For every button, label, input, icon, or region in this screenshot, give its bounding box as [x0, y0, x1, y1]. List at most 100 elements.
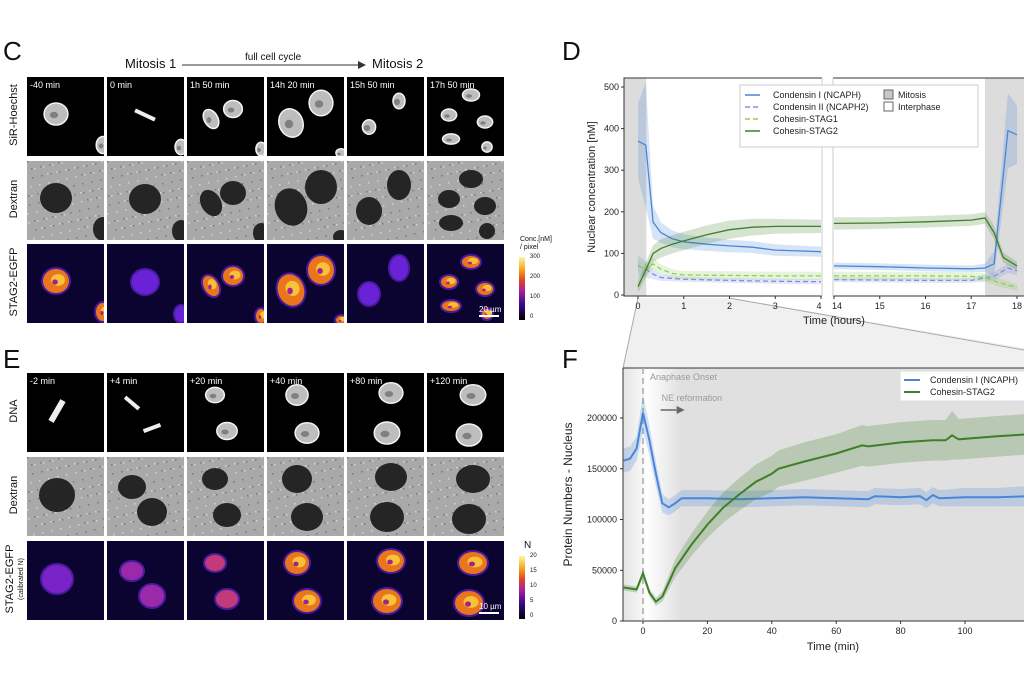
timepoint-label: 17h 50 min — [430, 80, 475, 90]
micrograph-c-r2-c2 — [107, 161, 184, 240]
colorbar-tick: 300 — [530, 254, 541, 260]
series-line-condensin-i-ncaph- — [637, 140, 822, 253]
micrograph-e-r3-c4 — [267, 541, 344, 620]
y-tick-label: 150000 — [587, 464, 617, 474]
legend-swatch — [883, 101, 894, 112]
series-line-cohesin-stag1 — [637, 262, 821, 277]
micrograph-e-r3-c1 — [27, 541, 104, 620]
x-tick-label: 17 — [966, 301, 976, 311]
colorbar-tick: 20 — [530, 553, 537, 559]
legend-entry: Cohesin-STAG2 — [930, 387, 995, 397]
band-0 — [638, 82, 821, 257]
band-3 — [638, 218, 821, 293]
x-tick-label: 14 — [832, 301, 842, 311]
micrograph-c-r3-c2 — [107, 244, 184, 323]
timepoint-label: +4 min — [110, 376, 137, 386]
micrograph-e-r2-c1 — [27, 457, 104, 536]
micrograph-e-r3-c5 — [347, 541, 424, 620]
y-axis-label: Protein Numbers - Nucleus — [561, 422, 575, 566]
band-1 — [623, 410, 1024, 606]
cell-cycle-arrow-icon — [182, 61, 366, 69]
micrograph-e-r3-c3 — [187, 541, 264, 620]
annotation-anaphase-onset: Anaphase Onset — [650, 372, 718, 382]
x-tick-label: 20 — [702, 626, 712, 636]
y-tick-label: 200 — [604, 207, 619, 217]
annotation-ne-reformation: NE reformation — [662, 393, 723, 403]
micrograph-e-r1-c3: +20 min — [187, 373, 264, 452]
colorbar-c-title-1: Conc.[nM] — [520, 236, 552, 243]
legend-entry: Condensin II (NCAPH2) — [773, 102, 869, 112]
series-line-condensin-i-ncaph- — [833, 129, 1018, 270]
band-3 — [834, 212, 1017, 270]
legend-entry: Cohesin-STAG2 — [773, 126, 838, 136]
micrograph-e-r1-c4: +40 min — [267, 373, 344, 452]
micrograph-c-r1-c6: 17h 50 min — [427, 77, 504, 156]
timepoint-label: -2 min — [30, 376, 55, 386]
axis-break — [822, 74, 833, 300]
micrograph-e-r2-c5 — [347, 457, 424, 536]
micrograph-c-r2-c4 — [267, 161, 344, 240]
x-tick-label: 18 — [1012, 301, 1022, 311]
micrograph-c-r1-c5: 15h 50 min — [347, 77, 424, 156]
micrograph-c-r3-c5 — [347, 244, 424, 323]
micrograph-e-r2-c3 — [187, 457, 264, 536]
colorbar-tick: 200 — [530, 274, 541, 280]
timepoint-label: +40 min — [270, 376, 302, 386]
colorbar-tick: 15 — [530, 568, 537, 574]
micrograph-c-r3-c4 — [267, 244, 344, 323]
y-tick-label: 0 — [612, 616, 617, 626]
micrograph-c-r1-c4: 14h 20 min — [267, 77, 344, 156]
micrograph-e-r1-c1: -2 min — [27, 373, 104, 452]
series-line-cohesin-stag1 — [834, 275, 1018, 289]
timepoint-label: 14h 20 min — [270, 80, 315, 90]
series-line-cohesin-stag2 — [833, 217, 1018, 267]
header-mitosis-1: Mitosis 1 — [125, 56, 177, 71]
micrograph-c-r3-c3 — [187, 244, 264, 323]
timepoint-label: +120 min — [430, 376, 467, 386]
colorbar-e — [519, 556, 525, 619]
series-line-condensin-ii-ncaph2- — [833, 267, 1018, 282]
micrograph-e-r2-c6 — [427, 457, 504, 536]
panel-label-f: F — [562, 344, 578, 374]
scale-bar-label: 10 µm — [479, 602, 502, 611]
micrograph-e-r1-c6: +120 min — [427, 373, 504, 452]
colorbar-e-title: N — [524, 540, 532, 551]
x-axis-label: Time (hours) — [803, 315, 865, 327]
legend-entry: Condensin I (NCAPH) — [930, 375, 1018, 385]
x-tick-label: 1 — [681, 301, 686, 311]
x-tick-label: 3 — [773, 301, 778, 311]
x-tick-label: 40 — [767, 626, 777, 636]
x-tick-label: 16 — [920, 301, 930, 311]
micrograph-c-r1-c2: 0 min — [107, 77, 184, 156]
x-tick-label: 15 — [875, 301, 885, 311]
band-1 — [834, 263, 1017, 283]
x-tick-label: 2 — [727, 301, 732, 311]
y-axis-label: Nuclear concentration [nM] — [586, 121, 598, 252]
timepoint-label: 0 min — [110, 80, 132, 90]
y-tick-label: 100000 — [587, 515, 617, 525]
mitosis-shading — [984, 78, 1024, 296]
micrograph-c-r1-c3: 1h 50 min — [187, 77, 264, 156]
panel-label-e: E — [3, 344, 21, 374]
timepoint-label: 1h 50 min — [190, 80, 230, 90]
panel-label-c: C — [3, 36, 22, 66]
micrograph-e-r1-c5: +80 min — [347, 373, 424, 452]
legend — [899, 370, 1024, 402]
scale-bar — [479, 612, 499, 614]
micrograph-c-r1-c1: -40 min — [27, 77, 104, 156]
micrograph-c-r3-c1 — [27, 244, 104, 323]
panel-label-d: D — [562, 36, 581, 66]
timepoint-label: +80 min — [350, 376, 382, 386]
micrograph-c-r2-c3 — [187, 161, 264, 240]
legend — [739, 84, 979, 148]
micrograph-e-r2-c4 — [267, 457, 344, 536]
band-1 — [638, 255, 821, 285]
colorbar-tick: 0 — [530, 613, 534, 619]
legend-entry: Mitosis — [898, 90, 927, 100]
series-line-condensin-ii-ncaph2- — [637, 265, 822, 283]
legend-entry: Interphase — [898, 102, 941, 112]
colorbar-c-title: Conc.[nM] / pixel — [520, 236, 552, 252]
micrograph-e-r2-c2 — [107, 457, 184, 536]
